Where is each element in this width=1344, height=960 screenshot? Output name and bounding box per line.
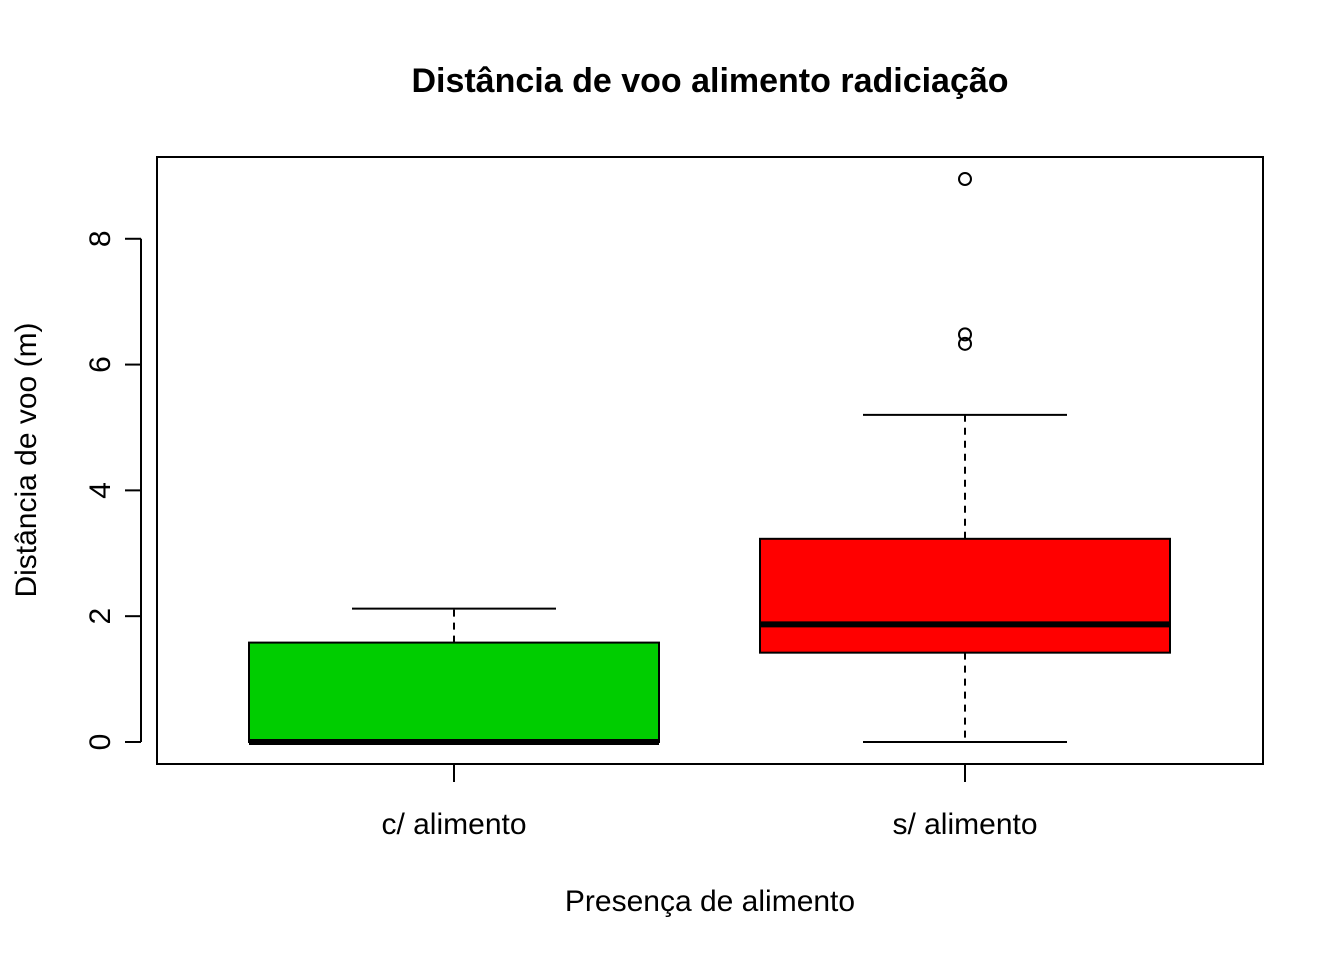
y-tick-label: 6 (84, 356, 117, 373)
x-axis-label: Presença de alimento (565, 885, 855, 918)
y-axis-label: Distância de voo (m) (10, 322, 43, 597)
plot-frame (156, 156, 1264, 765)
x-axis: c/ alimento s/ alimento (381, 764, 1038, 841)
box-iqr (248, 641, 660, 743)
x-tick-label: s/ alimento (892, 808, 1037, 841)
y-axis: 0 2 4 6 8 (84, 230, 142, 751)
boxes-group (248, 172, 1171, 745)
box-1 (248, 607, 660, 745)
outlier-point (958, 327, 972, 342)
y-tick-label: 2 (84, 608, 117, 625)
box-2 (759, 172, 1171, 743)
y-tick-label: 0 (84, 734, 117, 751)
y-tick-label: 4 (84, 482, 117, 499)
x-tick-label: c/ alimento (381, 808, 526, 841)
y-tick-label: 8 (84, 230, 117, 247)
outlier-point (958, 336, 972, 351)
outlier-point (958, 172, 972, 187)
chart-title: Distância de voo alimento radiciação (411, 62, 1008, 100)
box-iqr (759, 537, 1171, 654)
